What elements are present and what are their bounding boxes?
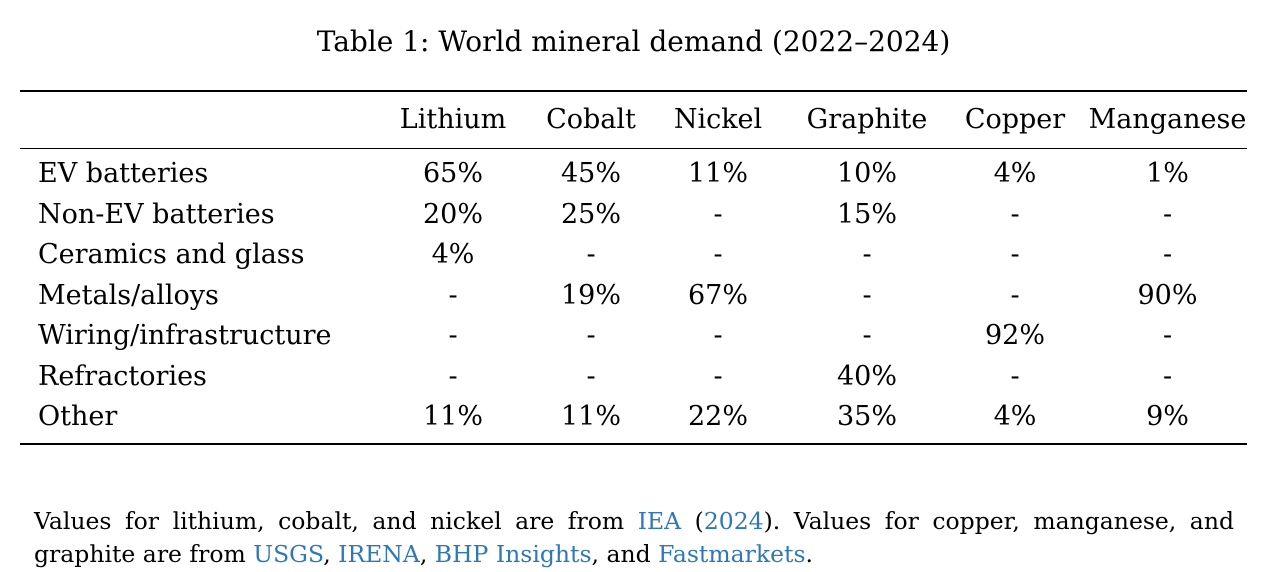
column-header-lithium: Lithium — [399, 104, 507, 135]
table-caption: Table 1: World mineral demand (2022–2024… — [316, 25, 951, 58]
table-cell: - — [1010, 360, 1020, 392]
table-cell: - — [713, 239, 723, 270]
table-cell: - — [1162, 239, 1173, 270]
table-row: Metals/alloys - 19% 67% - - 90% — [20, 276, 1247, 317]
usgs-link[interactable]: USGS — [253, 539, 324, 568]
irena-link[interactable]: IRENA — [338, 539, 420, 568]
row-label: EV batteries — [38, 158, 209, 189]
row-label: Ceramics and glass — [38, 239, 305, 270]
column-header-graphite: Graphite — [806, 104, 928, 135]
table-cell: 1% — [1146, 158, 1189, 189]
note-text: , — [323, 539, 339, 568]
table-cell: - — [862, 320, 872, 351]
table-cell: 92% — [984, 320, 1045, 351]
table-row: EV batteries 65% 45% 11% 10% 4% 1% — [20, 154, 1247, 195]
table-cell: 35% — [836, 401, 897, 432]
table-cell: - — [1010, 198, 1020, 230]
table-cell: - — [713, 320, 723, 351]
table-cell: - — [1162, 320, 1173, 351]
column-header-manganese: Manganese — [1088, 104, 1247, 135]
table-cell: - — [713, 360, 723, 392]
table-cell: 15% — [836, 198, 897, 230]
table-cell: - — [586, 360, 596, 392]
note-text: . — [805, 539, 814, 568]
table-cell: - — [1162, 198, 1173, 230]
row-label: Other — [38, 401, 118, 432]
table-cell: 40% — [836, 360, 897, 392]
bottom-rule — [20, 443, 1247, 445]
table-cell: 22% — [687, 401, 748, 432]
row-label: Metals/alloys — [38, 279, 219, 311]
table-cell: 10% — [836, 158, 897, 189]
mineral-demand-table: Lithium Cobalt Nickel Graphite Copper Ma… — [20, 92, 1247, 438]
table-cell: 20% — [422, 198, 483, 230]
table-cell: 19% — [560, 279, 621, 311]
source-note: Values for lithium, cobalt, and nickel a… — [34, 505, 1234, 571]
row-label: Non-EV batteries — [38, 198, 275, 230]
column-header-copper: Copper — [964, 104, 1066, 135]
table-cell: - — [862, 279, 872, 311]
table-cell: - — [862, 239, 872, 270]
table-row: Refractories - - - 40% - - — [20, 357, 1247, 398]
table-cell: - — [1010, 279, 1020, 311]
table-cell: - — [586, 320, 596, 351]
table-cell: - — [1162, 360, 1173, 392]
table-row: Ceramics and glass 4% - - - - - — [20, 235, 1247, 276]
table-cell: - — [1010, 239, 1020, 270]
table-cell: 65% — [422, 158, 483, 189]
column-header-cobalt: Cobalt — [546, 104, 636, 135]
table-row: Other 11% 11% 22% 35% 4% 9% — [20, 397, 1247, 438]
table-cell: 4% — [993, 158, 1037, 189]
table-cell: 67% — [687, 279, 748, 311]
header-rule — [20, 148, 1247, 149]
table-cell: - — [586, 239, 596, 270]
note-text: , and — [591, 539, 659, 568]
fastmarkets-link[interactable]: Fastmarkets — [658, 539, 806, 568]
bhp-insights-link[interactable]: BHP Insights — [434, 539, 592, 568]
table-cell: 9% — [1146, 401, 1189, 432]
table-row: Non-EV batteries 20% 25% - 15% - - — [20, 195, 1247, 236]
table-row: Wiring/infrastructure - - - - 92% - — [20, 316, 1247, 357]
iea-year-link[interactable]: 2024 — [703, 506, 764, 535]
top-rule — [20, 90, 1247, 92]
table-cell: 4% — [993, 401, 1037, 432]
table-cell: 11% — [422, 401, 483, 432]
note-text: Values for lithium, cobalt, and nickel a… — [34, 506, 638, 535]
note-text: ( — [681, 506, 704, 535]
row-label: Refractories — [38, 360, 207, 392]
table-cell: - — [448, 320, 458, 351]
iea-link[interactable]: IEA — [637, 506, 682, 535]
header-row: Lithium Cobalt Nickel Graphite Copper Ma… — [20, 92, 1247, 148]
table-cell: 45% — [560, 158, 621, 189]
note-text: , — [419, 539, 435, 568]
table-cell: 4% — [431, 239, 475, 270]
table-cell: 25% — [560, 198, 621, 230]
table-cell: 11% — [560, 401, 621, 432]
column-header-nickel: Nickel — [673, 104, 763, 135]
row-label: Wiring/infrastructure — [38, 320, 332, 351]
table-cell: - — [448, 360, 458, 392]
column-header-blank — [20, 92, 368, 148]
table-cell: 90% — [1137, 279, 1198, 311]
note-text: ). Values for copper, manganese, and gra… — [34, 506, 1234, 568]
table-cell: 11% — [687, 158, 748, 189]
table-cell: - — [448, 279, 458, 311]
table-cell: - — [713, 198, 723, 230]
